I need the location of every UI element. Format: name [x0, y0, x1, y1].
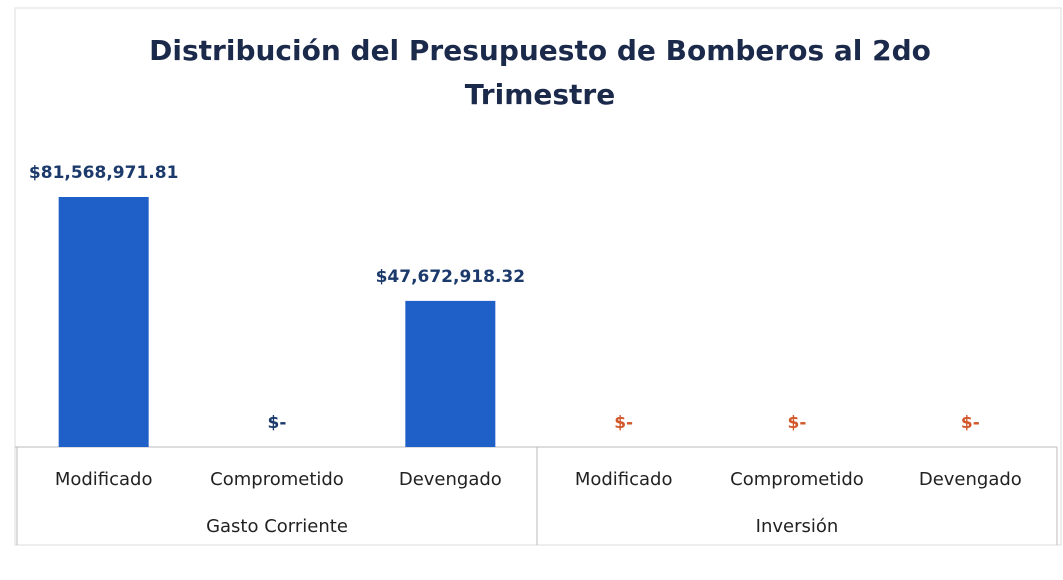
x-tick-label: Modificado — [55, 469, 153, 490]
x-tick-label: Comprometido — [210, 469, 344, 490]
group-label: Gasto Corriente — [206, 516, 348, 537]
chart-border — [14, 7, 1062, 546]
bar — [58, 197, 149, 447]
chart-title: Distribución del Presupuesto de Bomberos… — [149, 34, 931, 111]
x-tick-label: Devengado — [919, 469, 1022, 490]
x-tick-label: Modificado — [575, 469, 673, 490]
data-label: $- — [788, 413, 807, 433]
x-tick-label: Devengado — [399, 469, 502, 490]
group-label: Inversión — [756, 516, 839, 537]
data-label: $- — [614, 413, 633, 433]
data-label: $- — [961, 413, 980, 433]
x-tick-label: Comprometido — [730, 469, 864, 490]
data-label: $47,672,918.32 — [376, 267, 526, 287]
data-label: $- — [268, 413, 287, 433]
data-label: $81,568,971.81 — [29, 163, 179, 183]
bar — [405, 300, 496, 447]
